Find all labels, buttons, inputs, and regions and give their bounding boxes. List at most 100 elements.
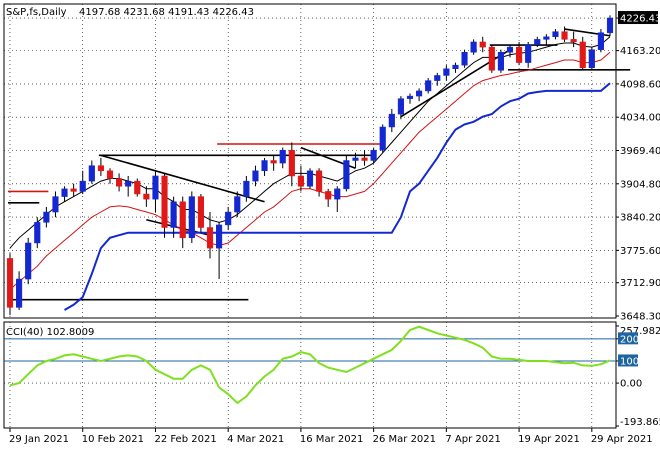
candle-bull bbox=[497, 52, 504, 71]
candle-bull bbox=[334, 188, 341, 200]
candle-bear bbox=[479, 41, 486, 48]
candle-bear bbox=[316, 170, 323, 192]
cci-tick-label: -193.8653 bbox=[620, 417, 660, 428]
candle-bear bbox=[161, 175, 168, 228]
date-tick-label: 26 Mar 2021 bbox=[373, 434, 436, 445]
cci-title: CCI(40) 102.8009 bbox=[6, 327, 94, 338]
candle-bear bbox=[116, 178, 123, 187]
candle-bull bbox=[343, 160, 350, 190]
candle-bull bbox=[279, 149, 286, 164]
candle-bull bbox=[43, 211, 50, 223]
candle-bull bbox=[16, 278, 23, 308]
cci-level-tag bbox=[618, 354, 638, 367]
candle-bull bbox=[370, 149, 377, 161]
price-axis: 4226.43 4163.20 4098.60 4034.00 3969.40 3904.… bbox=[616, 11, 660, 323]
candle-bear bbox=[579, 41, 586, 68]
price-tick-label: 3775.60 bbox=[620, 246, 660, 257]
candle-bear bbox=[270, 160, 277, 164]
date-tick-label: 22 Feb 2021 bbox=[154, 434, 216, 445]
candle-bull bbox=[261, 160, 268, 172]
candle-bear bbox=[197, 196, 204, 228]
candle-bear bbox=[206, 227, 214, 249]
cci-tick-label: 0.00 bbox=[620, 379, 642, 390]
cci-series bbox=[4, 325, 616, 405]
candle-bull bbox=[243, 180, 250, 197]
cci-line bbox=[9, 325, 611, 405]
candle-bull bbox=[88, 165, 95, 182]
candle-bull bbox=[352, 157, 359, 161]
price-tick-label: 3712.90 bbox=[620, 278, 660, 289]
price-panel-frame bbox=[3, 3, 617, 319]
candle-bull bbox=[452, 64, 459, 70]
candle-bear bbox=[561, 31, 568, 40]
candle-bear bbox=[179, 201, 186, 239]
candle-bull bbox=[188, 196, 195, 239]
date-tick-label: 10 Feb 2021 bbox=[82, 434, 144, 445]
price-tick-label: 4034.00 bbox=[620, 113, 660, 124]
price-tick-label: 4098.60 bbox=[620, 79, 660, 90]
candle-bull bbox=[25, 242, 32, 280]
candle-bull bbox=[79, 180, 86, 192]
candle-bull bbox=[443, 68, 450, 76]
candle-bull bbox=[425, 80, 432, 92]
date-axis: 29 Jan 2021 10 Feb 2021 22 Feb 2021 4 Mar 2… bbox=[9, 428, 653, 445]
cci-level-label: 100 bbox=[620, 356, 639, 367]
candle-bull bbox=[252, 170, 259, 182]
candle-bull bbox=[170, 201, 177, 228]
candle-bear bbox=[297, 175, 304, 187]
cci-axis: 257.9823200 100 0.00 -193.8653 bbox=[616, 325, 660, 428]
current-price-label: 4226.43 bbox=[620, 14, 660, 25]
candle-bull bbox=[216, 224, 223, 249]
candle-bull bbox=[152, 175, 159, 200]
date-tick-label: 7 Apr 2021 bbox=[445, 434, 500, 445]
candle-bear bbox=[325, 191, 332, 200]
date-tick-label: 4 Mar 2021 bbox=[227, 434, 284, 445]
ohlc-readout: 4197.68 4231.68 4191.43 4226.43 bbox=[79, 7, 254, 18]
drawn-lines bbox=[8, 28, 631, 301]
date-tick-label: 16 Mar 2021 bbox=[300, 434, 363, 445]
candle-bull bbox=[470, 41, 477, 53]
candle-bull bbox=[306, 170, 314, 187]
candle-bear bbox=[6, 258, 14, 308]
candle-bull bbox=[525, 44, 532, 63]
cci-tick-label: 257.9823 bbox=[620, 326, 660, 337]
candle-bear bbox=[570, 39, 577, 43]
candles bbox=[6, 15, 614, 316]
candle-bull bbox=[379, 126, 386, 151]
candle-bull bbox=[225, 211, 232, 226]
candle-bear bbox=[361, 157, 368, 161]
symbol-label: S&P,fs,Daily bbox=[6, 7, 67, 18]
candle-bull bbox=[597, 32, 604, 50]
cci-level-label: 200 bbox=[620, 334, 639, 345]
candle-bull bbox=[461, 52, 468, 66]
price-tick-label: 3840.20 bbox=[620, 213, 660, 224]
candle-bull bbox=[52, 196, 59, 213]
candle-bull bbox=[416, 90, 423, 97]
candle-bear bbox=[488, 46, 495, 71]
candle-bear bbox=[516, 46, 523, 63]
candle-bull bbox=[606, 17, 614, 34]
cci-grid bbox=[9, 322, 593, 428]
candle-bull bbox=[125, 180, 132, 187]
candle-bull bbox=[588, 49, 595, 68]
candle-bull bbox=[406, 95, 414, 99]
price-panel: 4226.43 4163.20 4098.60 4034.00 3969.40 3904.… bbox=[3, 3, 660, 323]
candle-bear bbox=[70, 188, 77, 192]
cci-panel-frame bbox=[3, 321, 617, 429]
candle-bear bbox=[288, 149, 295, 177]
cci-level-tag bbox=[618, 332, 638, 345]
candle-bear bbox=[97, 165, 104, 172]
candle-bull bbox=[552, 31, 559, 38]
candle-bull bbox=[543, 36, 550, 40]
trailing-stop-line bbox=[64, 82, 611, 311]
candle-bull bbox=[388, 113, 395, 128]
date-tick-label: 29 Jan 2021 bbox=[9, 434, 69, 445]
candle-bull bbox=[397, 98, 404, 115]
candle-bull bbox=[34, 222, 41, 244]
date-tick-label: 19 Apr 2021 bbox=[518, 434, 580, 445]
candle-bull bbox=[61, 188, 68, 197]
date-tick-label: 29 Apr 2021 bbox=[591, 434, 653, 445]
price-tick-label: 4163.20 bbox=[620, 46, 660, 57]
candle-bull bbox=[234, 196, 241, 213]
candle-bear bbox=[143, 193, 150, 200]
